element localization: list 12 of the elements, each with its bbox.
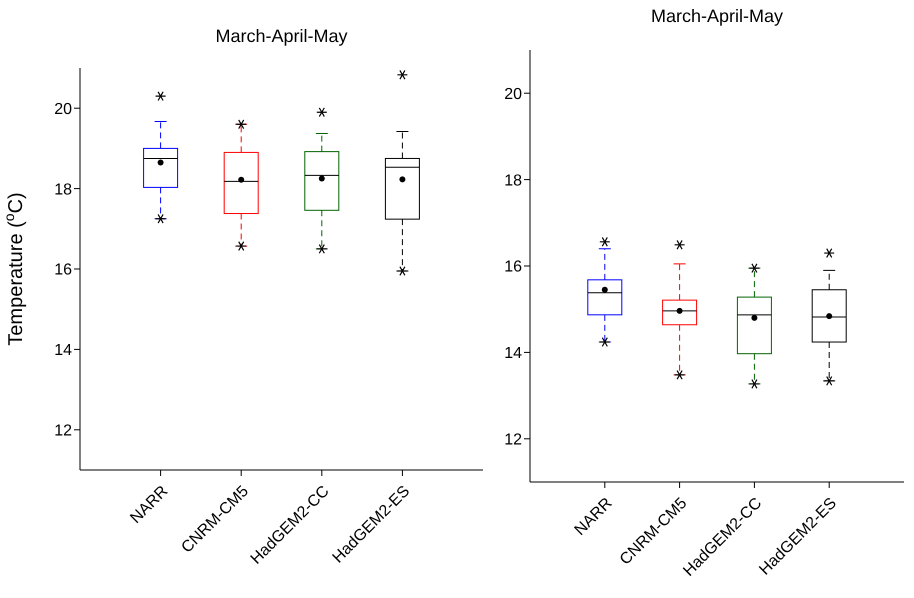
y-tick-label: 12 bbox=[54, 422, 72, 440]
y-tick-label: 14 bbox=[504, 345, 522, 362]
chart-title: March-April-May bbox=[215, 26, 348, 46]
y-tick-label: 18 bbox=[504, 172, 522, 190]
y-tick-label: 20 bbox=[504, 86, 522, 103]
y-tick-label: 14 bbox=[54, 342, 72, 360]
y-tick-label: 16 bbox=[54, 262, 72, 279]
y-tick-label: 18 bbox=[54, 181, 72, 198]
y-tick-label: 20 bbox=[54, 100, 72, 118]
y-tick-label: 16 bbox=[504, 258, 522, 276]
chart-title: March-April-May bbox=[650, 6, 784, 26]
y-tick-label: 12 bbox=[504, 431, 522, 448]
